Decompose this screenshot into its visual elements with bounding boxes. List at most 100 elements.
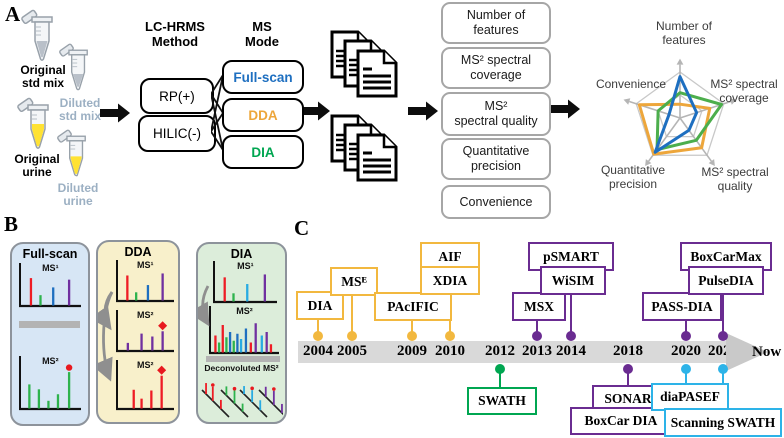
criteria-quant-precision: Quantitative precision [441, 138, 551, 180]
label-original-std-mix: Original std mix [20, 63, 66, 91]
radar-axis-quant-precision: Quantitative precision [600, 163, 666, 191]
mode-box-dia-label: DIA [251, 144, 275, 160]
mode-box-dda-label: DDA [248, 107, 278, 123]
dia-ms1-spectrum: MS¹ [213, 261, 277, 304]
tube-diluted-urine-icon [57, 129, 86, 177]
timeline-stem [569, 290, 573, 335]
mode-box-dia: DIA [222, 135, 304, 169]
documents-stack-icon [330, 114, 398, 182]
timeline-stem [535, 316, 539, 335]
timeline-dot-2010 [445, 331, 455, 341]
event-pulsedia: PulseDIA [688, 266, 764, 295]
svg-text:MS¹: MS¹ [137, 260, 154, 270]
event-swath: SWATH [467, 387, 537, 415]
ms-mode-header: MS Mode [245, 19, 279, 49]
year-2005: 2005 [337, 343, 367, 359]
criteria-ms2-coverage: MS² spectral coverage [441, 47, 551, 89]
mode-box-fullscan: Full-scan [222, 60, 304, 94]
year-2012: 2012 [485, 343, 515, 359]
fullscan-ms1-spectrum: MS¹ [19, 263, 81, 308]
timeline-dot-2021-above [718, 331, 728, 341]
svg-text:MS¹: MS¹ [237, 261, 254, 271]
year-2010: 2010 [435, 343, 465, 359]
timeline-dot-2005 [347, 331, 357, 341]
timeline-dot-2004 [313, 331, 323, 341]
event-mse: MSᴱ [330, 267, 378, 296]
panel-b-label: B [4, 212, 19, 236]
separator-band [206, 356, 280, 362]
flow-arrow-icon [550, 99, 580, 119]
dia-title: DIA [230, 247, 253, 261]
criteria-convenience: Convenience [441, 185, 551, 219]
dia-panel: DIA MS¹ MS² Deconvoluted MS² [196, 242, 287, 424]
radar-axis-convenience: Convenience [595, 77, 667, 91]
event-scanningswath: Scanning SWATH [664, 408, 782, 437]
flow-arrow-icon [300, 101, 330, 121]
timeline-bar: 2004 2005 2009 2010 2012 2013 2014 2018 … [298, 341, 738, 363]
panel-c-label: C [294, 216, 310, 240]
dda-ms2-spectrum: MS² [116, 360, 174, 411]
tube-original-std-mix-icon [21, 9, 53, 61]
dda-panel: DDA MS¹ MS² MS² [96, 240, 180, 424]
timeline-dot-2020-above [681, 331, 691, 341]
dda-ms2-spectrum: MS² [116, 310, 174, 353]
radar-axis-number-of-features: Number of features [655, 19, 713, 47]
tube-original-urine-icon [17, 97, 49, 149]
timeline-stem [684, 368, 688, 384]
event-diapasef: diaPASEF [651, 383, 729, 411]
svg-text:MS²: MS² [236, 306, 253, 316]
year-2013: 2013 [522, 343, 552, 359]
mode-box-dda: DDA [222, 98, 304, 132]
fullscan-ms2-spectrum: MS² [19, 356, 81, 411]
separator-band [19, 321, 80, 328]
timeline-dot-2021-below [718, 364, 728, 374]
timeline-dot-2009 [407, 331, 417, 341]
dda-title: DDA [124, 245, 152, 259]
fullscan-panel: Full-scan MS¹ MS² [10, 242, 90, 426]
timeline-now-arrow-icon [726, 333, 768, 371]
year-2014: 2014 [556, 343, 586, 359]
deconvoluted-ms2-label: Deconvoluted MS² [204, 363, 279, 373]
year-2020: 2020 [671, 343, 701, 359]
timeline-stem [721, 290, 725, 335]
year-2009: 2009 [397, 343, 427, 359]
dia-ms2-spectrum: MS² [209, 306, 279, 355]
event-boxcardia: BoxCar DIA [570, 407, 672, 435]
timeline-dot-2014 [566, 331, 576, 341]
timeline-dot-2013 [532, 331, 542, 341]
panel-a-label: A [5, 2, 21, 26]
svg-text:MS²: MS² [137, 310, 154, 320]
method-mode-connectors [211, 74, 223, 151]
timeline-stem [410, 316, 414, 335]
mode-box-fullscan-label: Full-scan [233, 69, 293, 85]
year-2018: 2018 [613, 343, 643, 359]
dda-ms1-spectrum: MS¹ [116, 260, 174, 303]
criteria-number-of-features: Number of features [441, 2, 551, 44]
label-original-urine: Original urine [14, 152, 60, 180]
timeline-stem [350, 291, 354, 335]
dia-selection-arrow [198, 285, 210, 327]
method-box-rp: RP(+) [140, 78, 214, 114]
event-passdia: PASS-DIA [642, 292, 722, 321]
year-2004: 2004 [303, 343, 333, 359]
timeline-stem [626, 368, 630, 387]
timeline-stem [684, 316, 688, 335]
radar-axis-ms2-coverage: MS² spectral coverage [710, 77, 778, 105]
radar-axis-ms2-quality: MS² spectral quality [701, 165, 769, 193]
method-box-hilic: HILIC(-) [138, 115, 216, 152]
svg-text:MS²: MS² [137, 360, 154, 370]
deconvoluted-spectra [201, 383, 283, 418]
timeline-stem [316, 314, 320, 335]
event-pacific: PAcIFIC [374, 292, 452, 321]
timeline-dot-2018 [623, 364, 633, 374]
tube-diluted-std-mix-icon [59, 43, 88, 91]
event-wisim: WiSIM [540, 266, 606, 295]
lc-hrms-method-header: LC-HRMS Method [145, 19, 205, 49]
dda-selection-arrows [98, 291, 114, 382]
event-xdia: XDIA [420, 266, 480, 295]
documents-stack-icon [330, 30, 398, 98]
label-diluted-std-mix: Diluted std mix [58, 96, 101, 124]
svg-text:MS¹: MS¹ [42, 263, 59, 273]
timeline-stem [498, 368, 502, 389]
